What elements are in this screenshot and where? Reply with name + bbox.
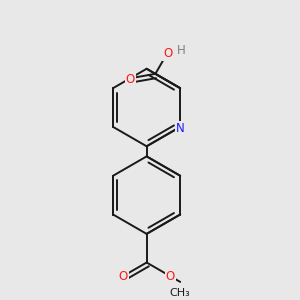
- Text: O: O: [118, 270, 128, 283]
- Text: H: H: [176, 44, 185, 57]
- Text: O: O: [166, 270, 175, 283]
- Text: O: O: [126, 73, 135, 86]
- Text: CH₃: CH₃: [170, 288, 190, 298]
- Text: N: N: [176, 122, 184, 135]
- Text: O: O: [164, 47, 172, 60]
